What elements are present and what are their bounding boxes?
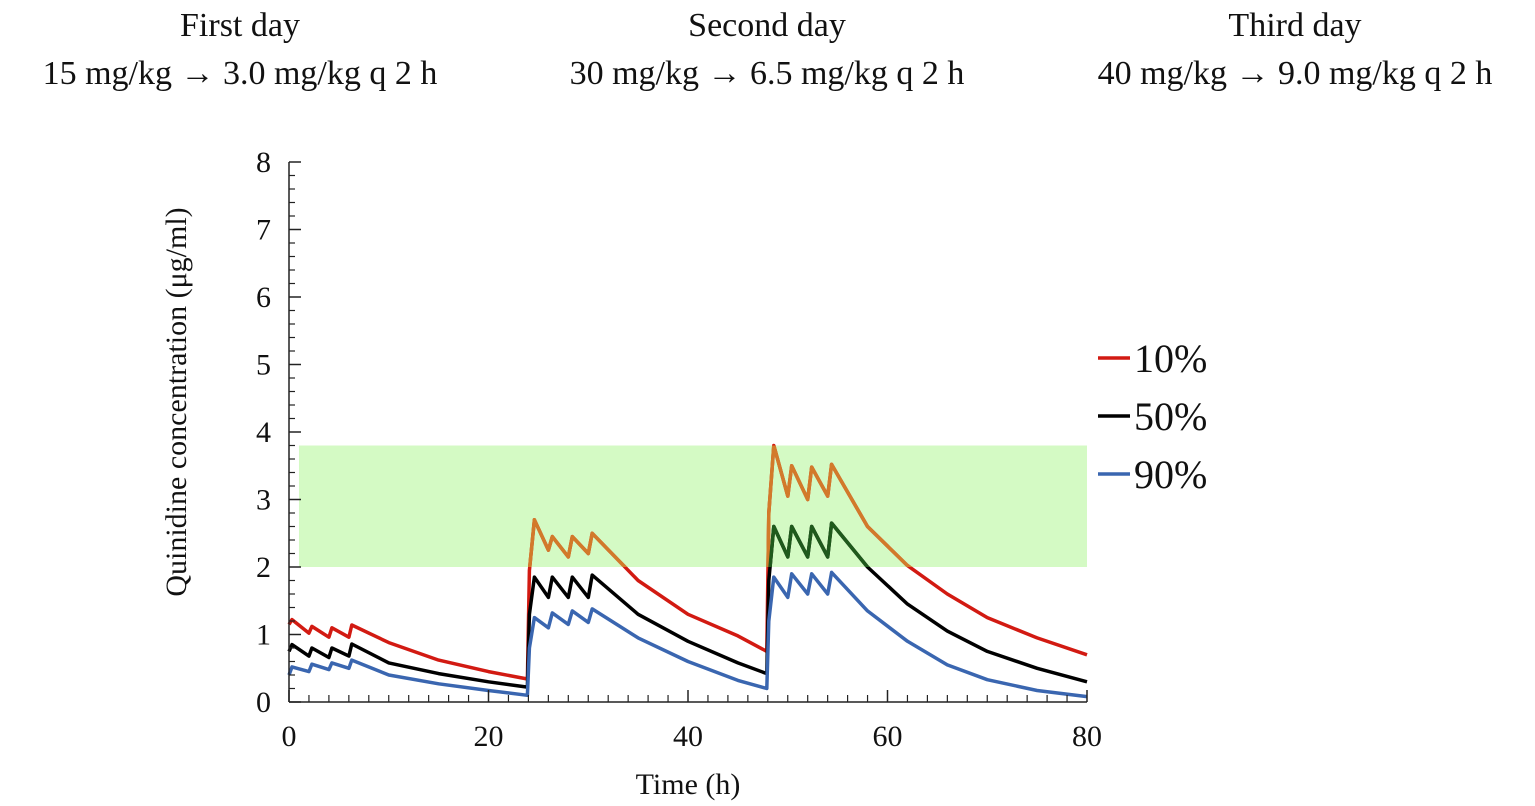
series-line-10pct-in-range — [527, 445, 913, 567]
day-header-third: Third day 40 mg/kg → 9.0 mg/kg q 2 h — [1055, 2, 1535, 98]
y-tick-label: 5 — [256, 349, 271, 382]
day-title: First day — [180, 7, 300, 44]
y-tick-label: 8 — [256, 146, 271, 179]
day-regimen: 15 mg/kg → 3.0 mg/kg q 2 h — [42, 55, 438, 92]
day-header-first: First day 15 mg/kg → 3.0 mg/kg q 2 h — [0, 2, 480, 98]
y-tick-label: 3 — [256, 484, 271, 517]
day-header-second: Second day 30 mg/kg → 6.5 mg/kg q 2 h — [527, 2, 1007, 98]
y-tick-label: 0 — [256, 686, 271, 719]
day-regimen: 30 mg/kg → 6.5 mg/kg q 2 h — [569, 55, 965, 92]
day-title: Second day — [688, 7, 846, 44]
y-tick-label: 4 — [256, 416, 271, 449]
x-axis-label: Time (h) — [636, 768, 741, 801]
y-axis-label: Quinidine concentration (μg/ml) — [160, 207, 193, 596]
legend-label: 50% — [1134, 394, 1207, 439]
series-line-50pct-in-range — [768, 521, 871, 567]
x-tick-label: 40 — [673, 720, 703, 753]
y-tick-label: 1 — [256, 619, 271, 652]
day-regimen: 40 mg/kg → 9.0 mg/kg q 2 h — [1097, 55, 1493, 92]
x-tick-label: 80 — [1072, 720, 1102, 753]
y-tick-label: 2 — [256, 551, 271, 584]
day-title: Third day — [1228, 7, 1362, 44]
legend-label: 90% — [1134, 452, 1207, 497]
x-tick-label: 60 — [873, 720, 903, 753]
x-tick-label: 20 — [474, 720, 504, 753]
x-tick-label: 0 — [282, 720, 297, 753]
legend: 10% 50% 90% — [1098, 336, 1207, 497]
legend-label: 10% — [1134, 336, 1207, 381]
therapeutic-range-band — [298, 445, 1088, 567]
y-tick-label: 6 — [256, 281, 271, 314]
y-tick-label: 7 — [256, 214, 271, 247]
series-line-90pct — [287, 570, 1088, 699]
